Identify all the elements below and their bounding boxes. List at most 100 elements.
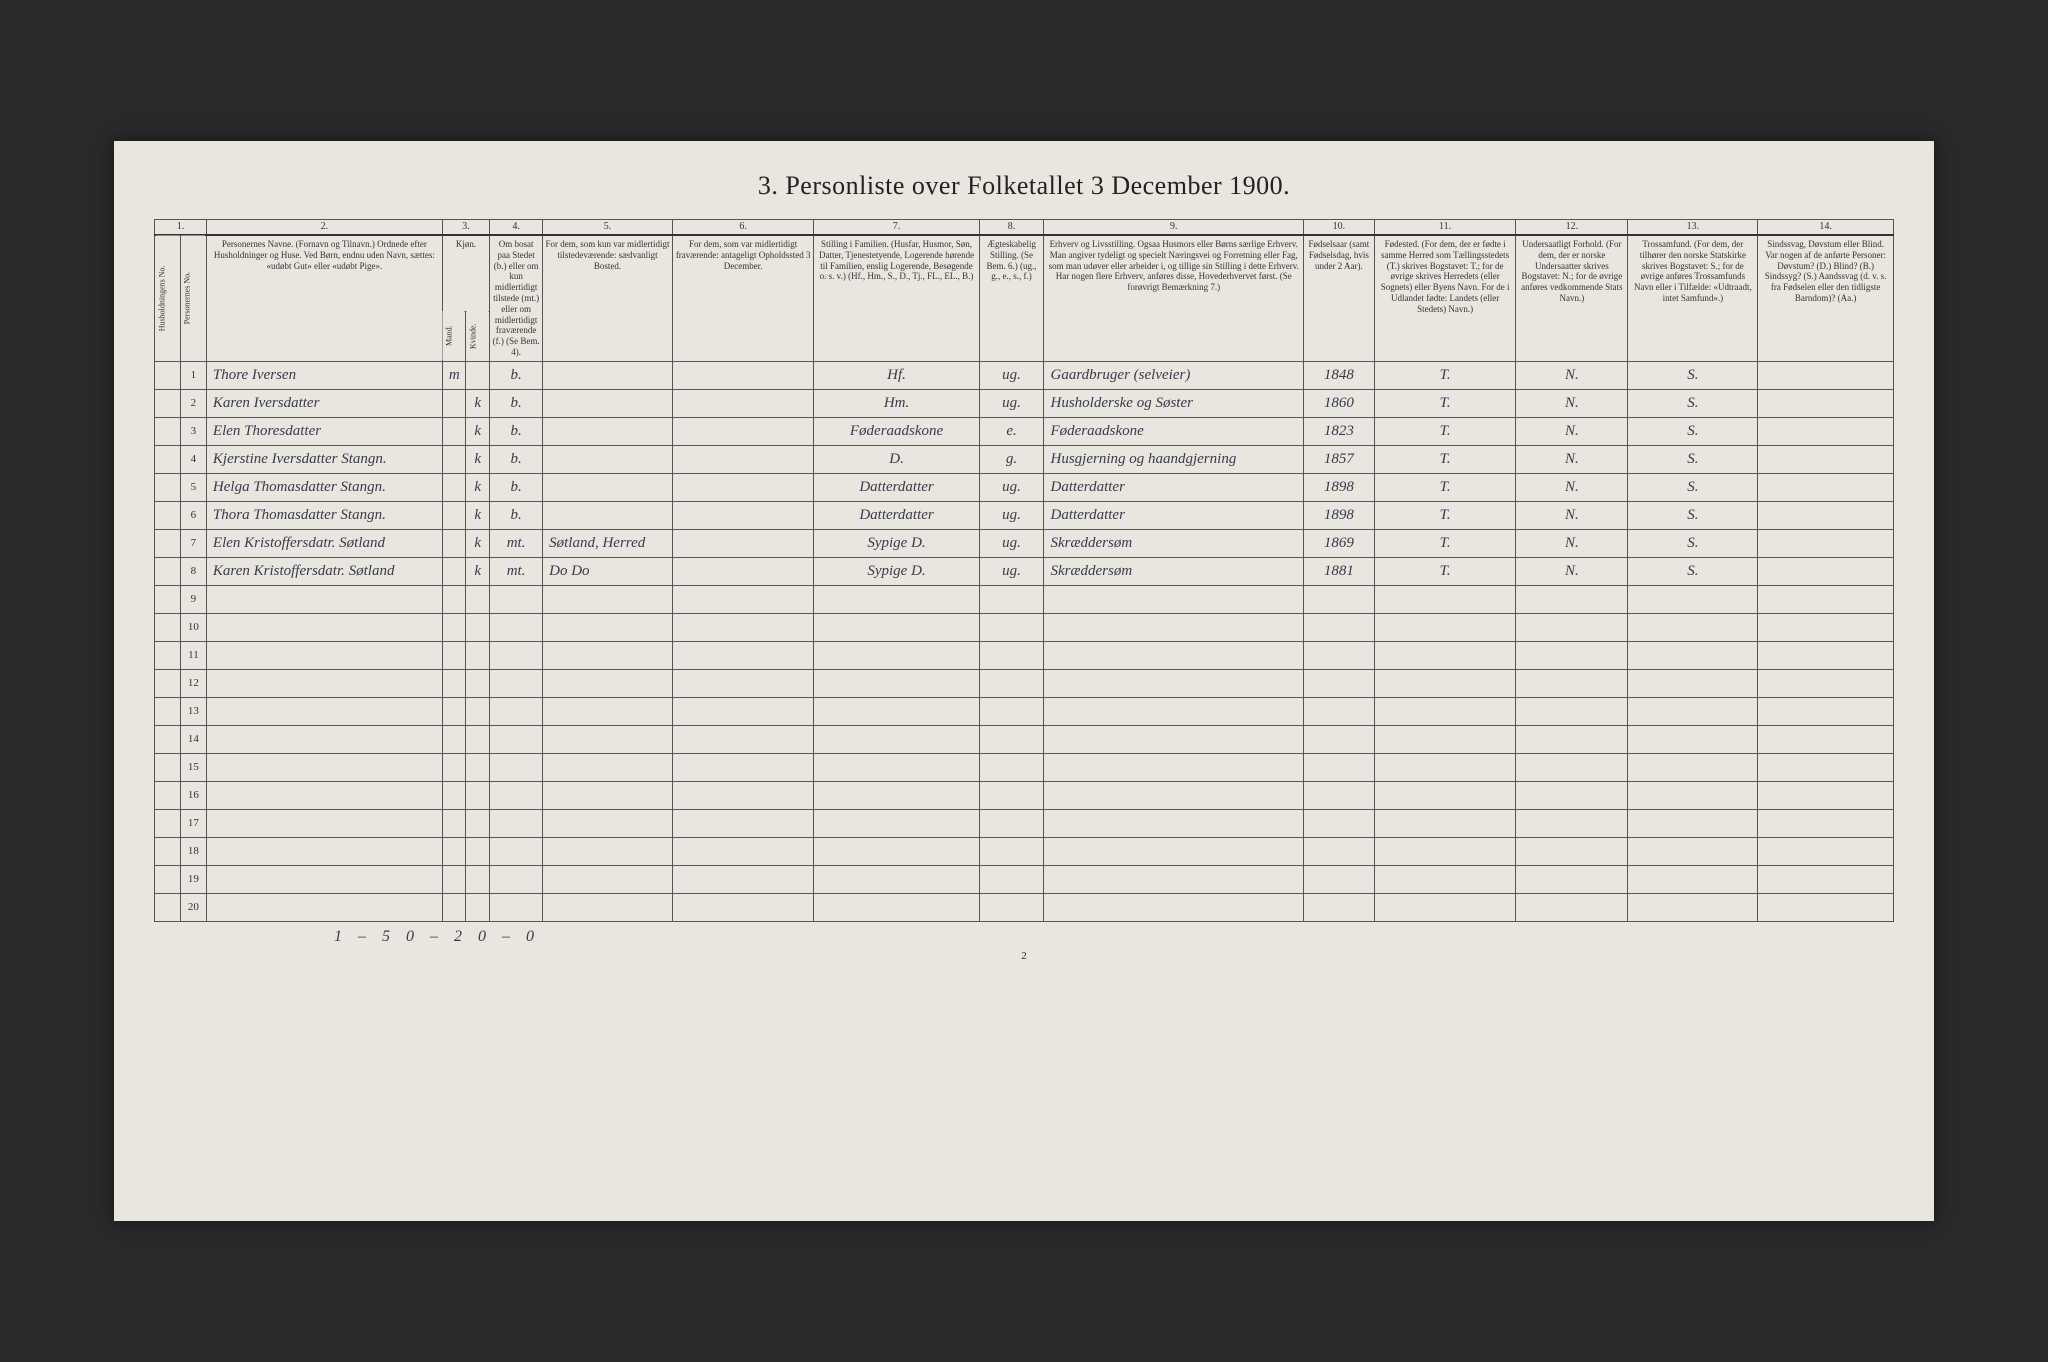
cell-birthplace: T. [1374,445,1516,473]
table-row: 13 [155,697,1894,725]
cell-disability [1758,557,1894,585]
cell-name: Karen Kristoffersdatr. Søtland [206,557,442,585]
cell-birthplace: T. [1374,361,1516,389]
cell-occupation: Føderaadskone [1044,417,1304,445]
cell-household-no [155,445,181,473]
cell-person-no: 14 [180,725,206,753]
cell-household-no [155,529,181,557]
cell-usual-residence: Do Do [543,557,673,585]
colnum: 5. [543,220,673,236]
table-row: 10 [155,613,1894,641]
cell-occupation: Datterdatter [1044,473,1304,501]
cell-residence: b. [490,389,543,417]
page-title: 3. Personliste over Folketallet 3 Decemb… [154,171,1894,201]
table-row: 12 [155,669,1894,697]
colnum: 14. [1758,220,1894,236]
cell-disability [1758,501,1894,529]
cell-household-no [155,753,181,781]
cell-residence: b. [490,473,543,501]
cell-whereabouts [672,501,814,529]
cell-female: k [466,389,490,417]
cell-religion: S. [1628,501,1758,529]
cell-disability [1758,389,1894,417]
cell-household-no [155,865,181,893]
cell-usual-residence [543,417,673,445]
table-row: 4Kjerstine Iversdatter Stangn.kb.D.g.Hus… [155,445,1894,473]
cell-female: k [466,445,490,473]
cell-person-no: 6 [180,501,206,529]
cell-occupation: Skræddersøm [1044,529,1304,557]
header-occupation: Erhverv og Livsstilling. Ogsaa Husmors e… [1044,235,1304,361]
cell-nationality: N. [1516,529,1628,557]
cell-male [442,445,466,473]
tally-row: 1 – 5 0 – 2 0 – 0 [154,928,1894,946]
cell-household-no [155,361,181,389]
cell-occupation: Datterdatter [1044,501,1304,529]
cell-residence: mt. [490,557,543,585]
cell-household-no [155,697,181,725]
cell-residence: b. [490,361,543,389]
header-female: Kvinde. [466,311,490,361]
cell-whereabouts [672,473,814,501]
cell-birthplace: T. [1374,389,1516,417]
cell-household-no [155,725,181,753]
colnum: 1. [155,220,207,236]
header-sex: Kjøn. [442,235,489,311]
cell-female: k [466,501,490,529]
cell-nationality: N. [1516,417,1628,445]
cell-religion: S. [1628,473,1758,501]
cell-person-no: 11 [180,641,206,669]
cell-usual-residence [543,473,673,501]
cell-household-no [155,389,181,417]
colnum: 3. [442,220,489,236]
table-row: 11 [155,641,1894,669]
colnum: 11. [1374,220,1516,236]
cell-person-no: 4 [180,445,206,473]
cell-person-no: 1 [180,361,206,389]
cell-residence: b. [490,501,543,529]
cell-household-no [155,473,181,501]
cell-name: Kjerstine Iversdatter Stangn. [206,445,442,473]
cell-person-no: 20 [180,893,206,921]
table-header: 1. 2. 3. 4. 5. 6. 7. 8. 9. 10. 11. 12. 1… [155,220,1894,362]
cell-household-no [155,809,181,837]
cell-person-no: 16 [180,781,206,809]
cell-nationality: N. [1516,445,1628,473]
cell-marital: ug. [979,473,1044,501]
header-birthyear: Fødselsaar (samt Fødselsdag, hvis under … [1304,235,1375,361]
cell-birthyear: 1869 [1304,529,1375,557]
page-number: 2 [154,950,1894,962]
cell-person-no: 2 [180,389,206,417]
cell-disability [1758,473,1894,501]
header-nationality: Undersaatligt Forhold. (For dem, der er … [1516,235,1628,361]
header-residence: Om bosat paa Stedet (b.) eller om kun mi… [490,235,543,361]
cell-whereabouts [672,445,814,473]
table-row: 6Thora Thomasdatter Stangn.kb.Datterdatt… [155,501,1894,529]
cell-household-no [155,613,181,641]
cell-marital: ug. [979,501,1044,529]
cell-nationality: N. [1516,473,1628,501]
table-row: 20 [155,893,1894,921]
cell-household-no [155,585,181,613]
cell-female: k [466,529,490,557]
header-birthplace: Fødested. (For dem, der er fødte i samme… [1374,235,1516,361]
cell-occupation: Husholderske og Søster [1044,389,1304,417]
cell-female: k [466,557,490,585]
cell-household-no [155,669,181,697]
cell-name: Elen Thoresdatter [206,417,442,445]
cell-birthyear: 1823 [1304,417,1375,445]
header-religion: Trossamfund. (For dem, der tilhører den … [1628,235,1758,361]
cell-person-no: 18 [180,837,206,865]
table-row: 19 [155,865,1894,893]
header-person-no: Personernes No. [180,235,206,361]
cell-marital: e. [979,417,1044,445]
cell-usual-residence [543,389,673,417]
cell-female: k [466,417,490,445]
cell-whereabouts [672,529,814,557]
cell-whereabouts [672,389,814,417]
cell-family-pos: Sypige D. [814,529,979,557]
cell-residence: b. [490,445,543,473]
cell-family-pos: Sypige D. [814,557,979,585]
table-row: 18 [155,837,1894,865]
header-name: Personernes Navne. (Fornavn og Tilnavn.)… [206,235,442,361]
